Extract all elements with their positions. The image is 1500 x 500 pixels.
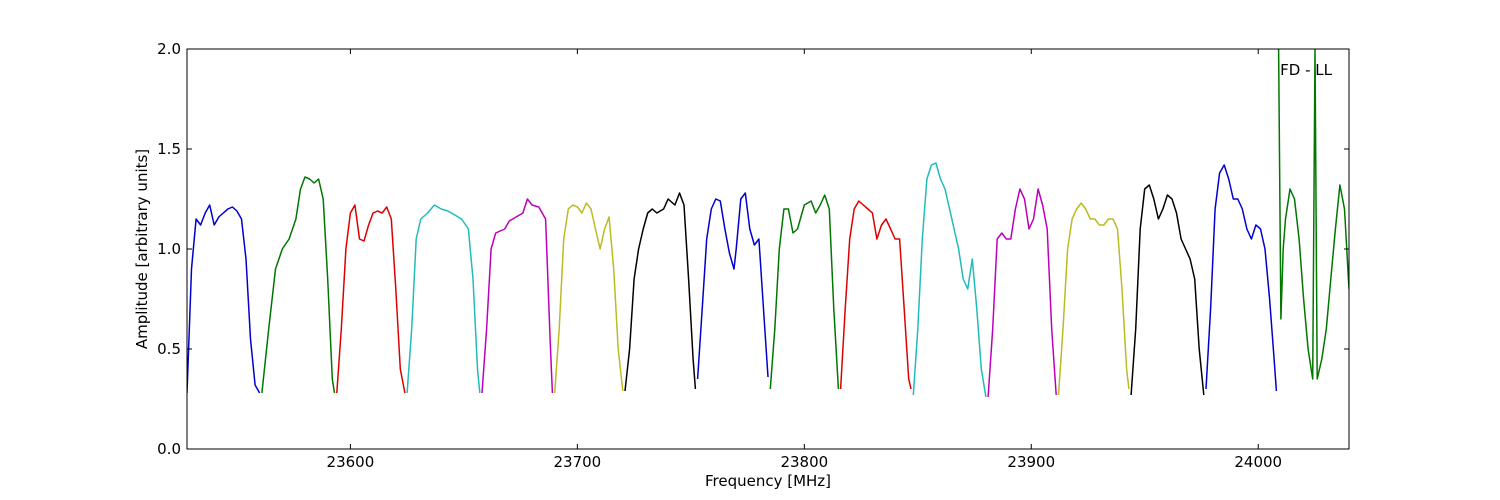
series-line-8 [696, 192, 769, 380]
y-tick-label: 1.0 [157, 240, 181, 258]
series-line-16 [1277, 49, 1349, 380]
x-tick-label: 23800 [780, 453, 828, 471]
y-tick-label: 0.0 [157, 440, 181, 458]
y-axis-label: Amplitude [arbitrary units] [133, 149, 151, 349]
series-line-7 [624, 192, 697, 392]
series-layer [187, 49, 1349, 398]
chart-annotation: FD - LL [1280, 61, 1332, 79]
series-line-13 [1057, 202, 1130, 396]
y-tick-label: 2.0 [157, 40, 181, 58]
x-tick-label: 23600 [327, 453, 375, 471]
series-line-1 [187, 204, 261, 394]
x-tick-label: 23900 [1007, 453, 1055, 471]
series-line-2 [261, 176, 336, 394]
x-tick-label: 23700 [554, 453, 602, 471]
series-line-11 [912, 162, 987, 398]
series-line-5 [481, 198, 554, 394]
series-line-10 [839, 200, 912, 390]
plot-background [187, 49, 1349, 449]
x-tick-label: 24000 [1234, 453, 1282, 471]
x-axis-label: Frequency [MHz] [705, 472, 831, 490]
x-axis-ticks: 23600 23700 23800 23900 24000 [327, 49, 1282, 471]
series-line-14 [1130, 184, 1205, 396]
series-line-9 [769, 194, 840, 390]
y-tick-label: 1.5 [157, 140, 181, 158]
series-line-12 [987, 188, 1057, 398]
series-line-4 [406, 204, 481, 394]
y-tick-label: 0.5 [157, 340, 181, 358]
y-axis-ticks: 0.0 0.5 1.0 1.5 2.0 [157, 40, 1349, 458]
series-line-3 [336, 204, 406, 394]
series-line-6 [553, 202, 624, 394]
series-line-15 [1205, 164, 1278, 392]
